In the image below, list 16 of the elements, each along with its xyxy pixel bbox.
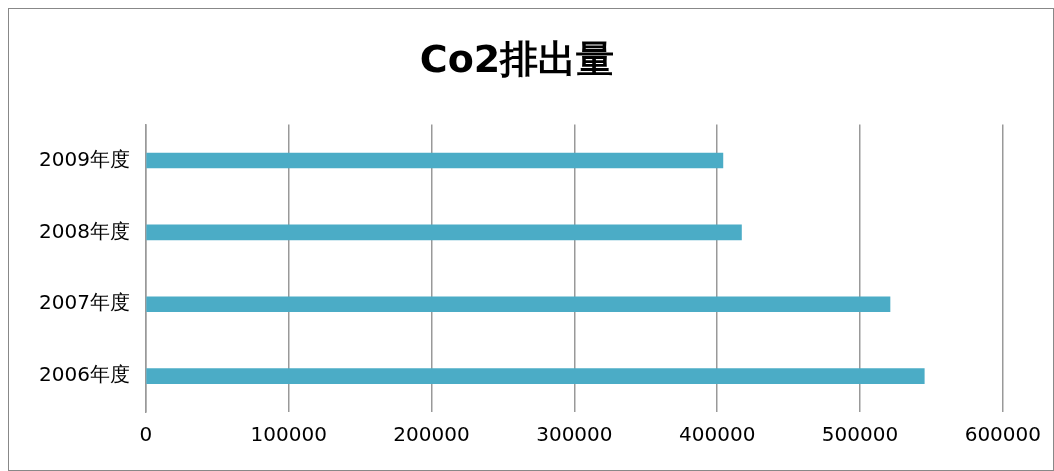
bar — [146, 368, 925, 384]
x-tick-label: 600000 — [964, 422, 1042, 447]
chart-title: Co2排出量 — [419, 36, 615, 81]
y-tick-label: 2007年度 — [38, 290, 130, 315]
x-tick-label: 200000 — [393, 422, 470, 447]
y-tick-label: 2009年度 — [38, 146, 130, 171]
bar — [146, 224, 742, 241]
x-tick-label: 0 — [139, 422, 153, 447]
y-tick-label: 2006年度 — [38, 362, 130, 387]
bar — [146, 296, 891, 313]
x-tick-label: 400000 — [679, 422, 756, 447]
bar — [146, 152, 724, 169]
x-tick-label: 100000 — [250, 422, 327, 447]
x-tick-label: 500000 — [821, 422, 899, 447]
y-tick-label: 2008年度 — [38, 218, 130, 243]
x-tick-label: 300000 — [536, 422, 613, 447]
